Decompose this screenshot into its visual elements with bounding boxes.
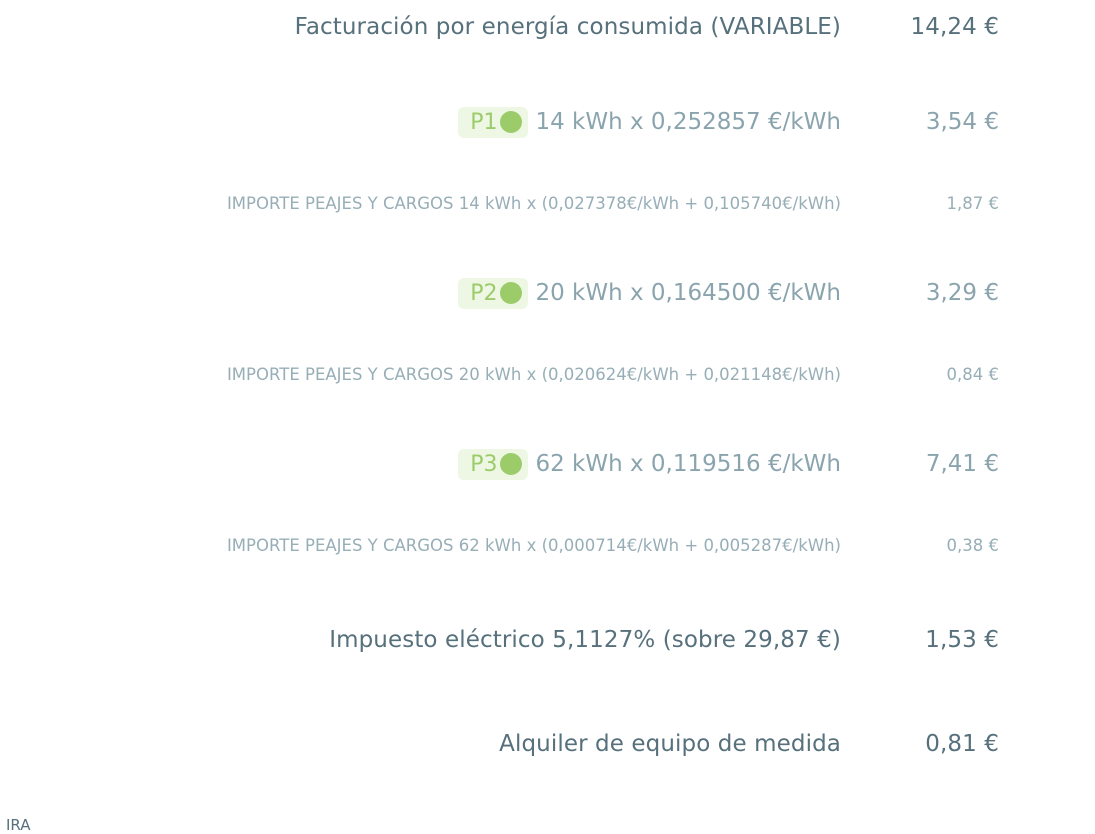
- tolls-amount: 1,87 €: [946, 193, 999, 213]
- period-detail: 14 kWh x 0,252857 €/kWh: [535, 109, 841, 135]
- period-dot-icon: [500, 282, 523, 304]
- tolls-label: IMPORTE PEAJES Y CARGOS 14 kWh x (0,0273…: [226, 193, 841, 213]
- period-badge-label: P3: [470, 451, 498, 477]
- tolls-row-p1: IMPORTE PEAJES Y CARGOS 14 kWh x (0,0273…: [0, 190, 1095, 216]
- period-badge-p1: P1: [458, 106, 529, 138]
- tolls-amount: 0,38 €: [946, 535, 999, 555]
- tolls-row-p3: IMPORTE PEAJES Y CARGOS 62 kWh x (0,0007…: [0, 532, 1095, 558]
- period-amount: 3,54 €: [925, 109, 999, 135]
- meter-rental-amount: 0,81 €: [925, 731, 999, 757]
- period-row-p3: P3 62 kWh x 0,119516 €/kWh 7,41 €: [0, 446, 1095, 482]
- period-badge-p3: P3: [458, 448, 529, 480]
- period-badge-label: P1: [470, 109, 498, 135]
- period-amount: 3,29 €: [925, 280, 999, 306]
- period-row-p2: P2 20 kWh x 0,164500 €/kWh 3,29 €: [0, 275, 1095, 311]
- period-detail: 62 kWh x 0,119516 €/kWh: [535, 451, 841, 477]
- electric-tax-row: Impuesto eléctrico 5,1127% (sobre 29,87 …: [0, 622, 1095, 658]
- footer-text-fragment: IRA: [6, 816, 31, 834]
- period-dot-icon: [500, 453, 523, 475]
- period-detail: 20 kWh x 0,164500 €/kWh: [535, 280, 841, 306]
- variable-billing-row: Facturación por energía consumida (VARIA…: [0, 9, 1095, 45]
- variable-billing-amount: 14,24 €: [910, 14, 999, 40]
- period-amount: 7,41 €: [925, 451, 999, 477]
- period-dot-icon: [500, 111, 523, 133]
- tolls-row-p2: IMPORTE PEAJES Y CARGOS 20 kWh x (0,0206…: [0, 361, 1095, 387]
- meter-rental-row: Alquiler de equipo de medida 0,81 €: [0, 726, 1095, 762]
- electric-tax-label: Impuesto eléctrico 5,1127% (sobre 29,87 …: [329, 627, 841, 653]
- tolls-label: IMPORTE PEAJES Y CARGOS 20 kWh x (0,0206…: [226, 364, 841, 384]
- period-badge-p2: P2: [458, 277, 529, 309]
- meter-rental-label: Alquiler de equipo de medida: [499, 731, 841, 757]
- variable-billing-label: Facturación por energía consumida (VARIA…: [294, 14, 841, 40]
- period-badge-label: P2: [470, 280, 498, 306]
- electric-tax-amount: 1,53 €: [925, 627, 999, 653]
- period-row-p1: P1 14 kWh x 0,252857 €/kWh 3,54 €: [0, 104, 1095, 140]
- tolls-amount: 0,84 €: [946, 364, 999, 384]
- tolls-label: IMPORTE PEAJES Y CARGOS 62 kWh x (0,0007…: [226, 535, 841, 555]
